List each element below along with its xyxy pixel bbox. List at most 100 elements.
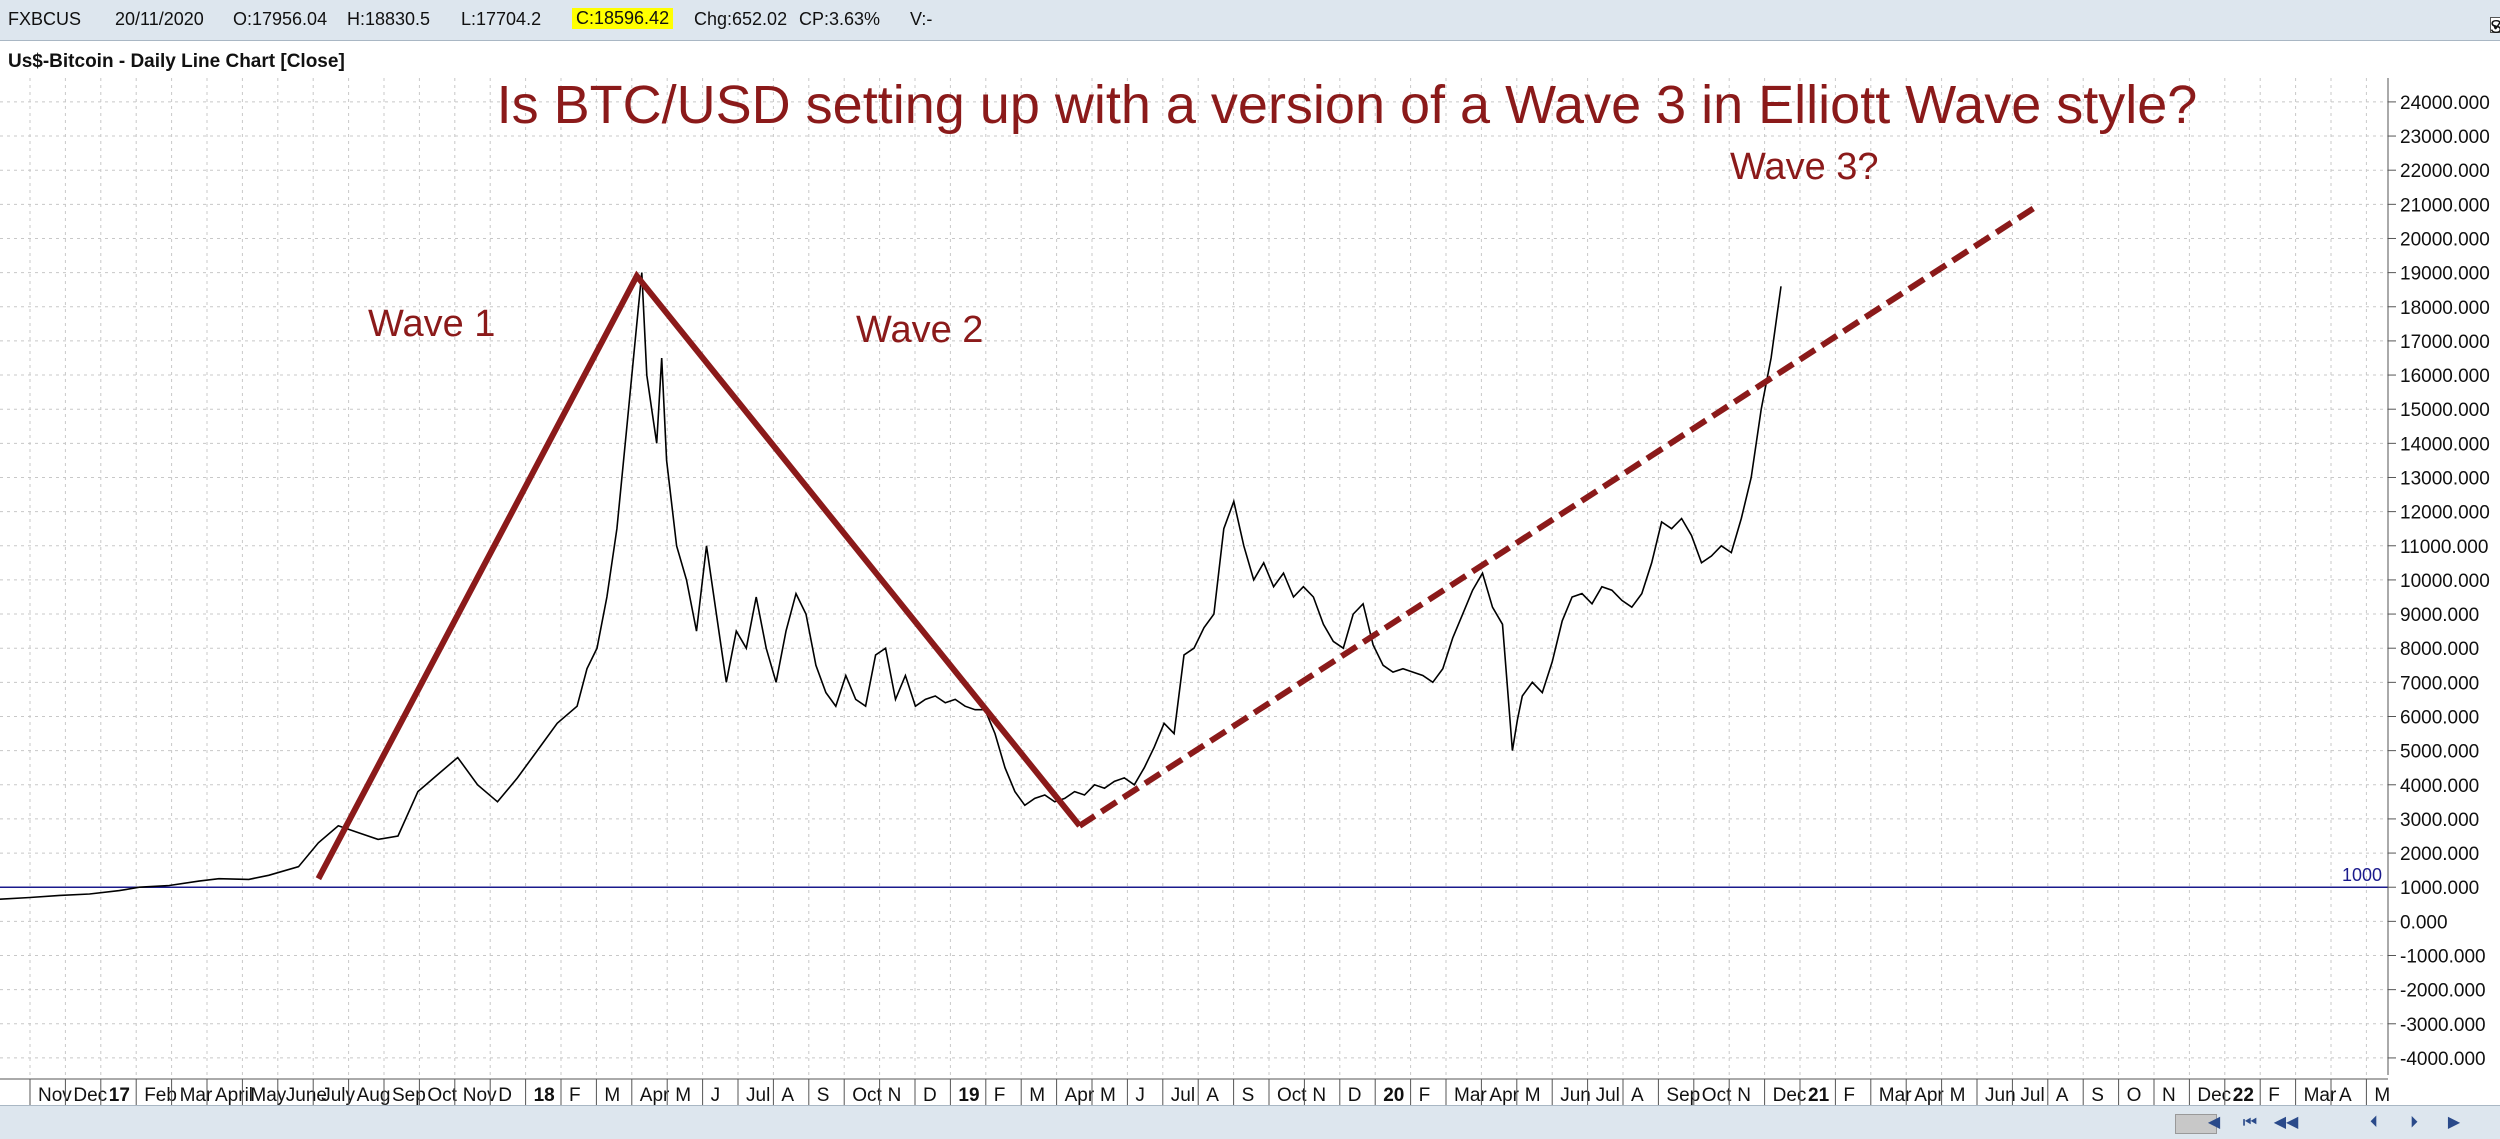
x-tick-label: M bbox=[1100, 1085, 1116, 1105]
x-tick-label: Sep bbox=[1666, 1085, 1700, 1105]
x-tick-label: F bbox=[1419, 1085, 1431, 1105]
plot-background bbox=[0, 78, 2388, 1075]
x-tick-label: June bbox=[286, 1085, 327, 1105]
x-tick-label: Aug bbox=[357, 1085, 391, 1105]
step-back-icon[interactable]: ⏴ bbox=[2369, 1114, 2378, 1131]
price-line bbox=[0, 272, 1782, 900]
x-tick-label: Mar bbox=[1454, 1085, 1487, 1105]
x-tick-label: Oct bbox=[1702, 1085, 1732, 1105]
trend-line-dashed bbox=[1077, 201, 2042, 829]
x-tick-label: M bbox=[604, 1085, 620, 1105]
x-tick-label: M bbox=[2374, 1085, 2390, 1105]
x-tick-label: Jul bbox=[1596, 1085, 1620, 1105]
x-tick-label: Sep bbox=[392, 1085, 426, 1105]
y-tick-label: -1000.000 bbox=[2400, 946, 2486, 967]
y-tick-label: 18000.000 bbox=[2400, 298, 2490, 319]
x-tick-label: 19 bbox=[958, 1085, 979, 1105]
y-tick-label: 7000.000 bbox=[2400, 673, 2479, 694]
x-tick-label: Oct bbox=[427, 1085, 457, 1105]
x-tick-label: J bbox=[1135, 1085, 1145, 1105]
show-last-checkbox[interactable]: ✓ bbox=[2490, 16, 2500, 34]
wave-annotation: Wave 2 bbox=[856, 309, 983, 351]
x-tick-label: Jun bbox=[1560, 1085, 1591, 1105]
chart-grid bbox=[0, 78, 2388, 1075]
scroll-thumb[interactable] bbox=[2175, 1114, 2217, 1134]
step-forward-icon[interactable]: ⏵ bbox=[2409, 1114, 2418, 1131]
x-tick-label: A bbox=[1206, 1085, 1219, 1105]
x-tick-label: 17 bbox=[109, 1085, 130, 1105]
x-tick-label: Apr bbox=[640, 1085, 670, 1105]
x-tick-label: Jul bbox=[1171, 1085, 1195, 1105]
scroll-right-button[interactable]: ▶ bbox=[2447, 1114, 2461, 1131]
x-tick-label: Dec bbox=[2197, 1085, 2231, 1105]
x-tick-label: Nov bbox=[38, 1085, 72, 1105]
x-tick-label: Apr bbox=[1489, 1085, 1519, 1105]
x-tick-label: D bbox=[923, 1085, 937, 1105]
symbol-label: FXBCUS bbox=[8, 9, 82, 29]
x-tick-label: 18 bbox=[534, 1085, 555, 1105]
x-tick-label: Jul bbox=[2020, 1085, 2044, 1105]
scroll-left-button[interactable]: ◀ bbox=[2207, 1114, 2221, 1131]
y-tick-label: -4000.000 bbox=[2400, 1049, 2486, 1070]
y-tick-label: 14000.000 bbox=[2400, 434, 2490, 455]
x-tick-label: A bbox=[2339, 1085, 2352, 1105]
chart-header: Us$-Bitcoin - Daily Line Chart [Close] bbox=[8, 51, 345, 72]
x-tick-label: A bbox=[781, 1085, 794, 1105]
x-tick-label: Nov bbox=[463, 1085, 497, 1105]
toolbar: FXBCUS 20/11/2020 O:17956.04 H:18830.5 L… bbox=[0, 0, 2500, 41]
chart[interactable]: 1000 24000.000 23000.000 22000.000 21000.00… bbox=[0, 40, 2500, 1105]
close-value: C:18596.42 bbox=[572, 8, 674, 29]
y-tick-label: 13000.000 bbox=[2400, 468, 2490, 489]
y-tick-label: 12000.000 bbox=[2400, 503, 2490, 524]
x-tick-label: M bbox=[1029, 1085, 1045, 1105]
y-tick-label: 20000.000 bbox=[2400, 229, 2490, 250]
chart-title: Is BTC/USD setting up with a version of … bbox=[497, 75, 2198, 135]
x-tick-label: April bbox=[215, 1085, 253, 1105]
y-tick-label: 4000.000 bbox=[2400, 776, 2479, 797]
wave-annotation: Wave 1 bbox=[368, 303, 495, 345]
reference-line-label: 1000 bbox=[2342, 865, 2382, 885]
x-tick-label: 22 bbox=[2233, 1085, 2254, 1105]
y-tick-label: -3000.000 bbox=[2400, 1015, 2486, 1036]
x-tick-label: S bbox=[2091, 1085, 2104, 1105]
x-tick-label: Feb bbox=[144, 1085, 177, 1105]
x-tick-label: Oct bbox=[852, 1085, 882, 1105]
change-value: Chg:652.02 bbox=[694, 9, 788, 29]
x-tick-label: M bbox=[1525, 1085, 1541, 1105]
x-tick-label: M bbox=[1950, 1085, 1966, 1105]
date-label: 20/11/2020 bbox=[115, 9, 204, 29]
x-tick-label: D bbox=[1348, 1085, 1362, 1105]
wave-annotation: Wave 3? bbox=[1730, 146, 1879, 188]
x-tick-label: Dec bbox=[1773, 1085, 1807, 1105]
scroll-bar[interactable]: ◀ ⏮ ◀◀ ⏴ ⏵ ▶ bbox=[0, 1105, 2500, 1139]
x-tick-label: F bbox=[1843, 1085, 1855, 1105]
wave-lines-group bbox=[315, 201, 2042, 881]
y-tick-label: 11000.000 bbox=[2400, 537, 2488, 558]
x-tick-label: A bbox=[2056, 1085, 2069, 1105]
y-tick-label: 10000.000 bbox=[2400, 571, 2490, 592]
y-tick-label: 15000.000 bbox=[2400, 400, 2490, 421]
x-tick-label: Jul bbox=[746, 1085, 770, 1105]
x-tick-label: Dec bbox=[73, 1085, 107, 1105]
rewind-icon[interactable]: ◀◀ bbox=[2273, 1114, 2299, 1131]
x-tick-label: Mar bbox=[2304, 1085, 2337, 1105]
x-tick-label: F bbox=[569, 1085, 581, 1105]
y-tick-label: -2000.000 bbox=[2400, 981, 2486, 1002]
first-page-icon[interactable]: ⏮ bbox=[2242, 1114, 2258, 1131]
y-tick-label: 8000.000 bbox=[2400, 639, 2479, 660]
x-tick-label: Mar bbox=[1879, 1085, 1912, 1105]
y-tick-label: 5000.000 bbox=[2400, 742, 2479, 763]
x-tick-label: Apr bbox=[1065, 1085, 1095, 1105]
change-pct-value: CP:3.63% bbox=[799, 9, 881, 29]
high-value: H:18830.5 bbox=[347, 9, 431, 29]
series-group bbox=[0, 272, 1782, 900]
x-tick-label: May bbox=[250, 1085, 286, 1105]
x-tick-label: July bbox=[321, 1085, 355, 1105]
x-tick-label: M bbox=[675, 1085, 691, 1105]
y-tick-label: 9000.000 bbox=[2400, 605, 2479, 626]
reference-line-group: 1000 bbox=[0, 865, 2388, 888]
x-tick-label: 20 bbox=[1383, 1085, 1404, 1105]
x-tick-label: A bbox=[1631, 1085, 1644, 1105]
y-axis: 24000.000 23000.000 22000.000 21000.000 2000… bbox=[2387, 78, 2490, 1075]
